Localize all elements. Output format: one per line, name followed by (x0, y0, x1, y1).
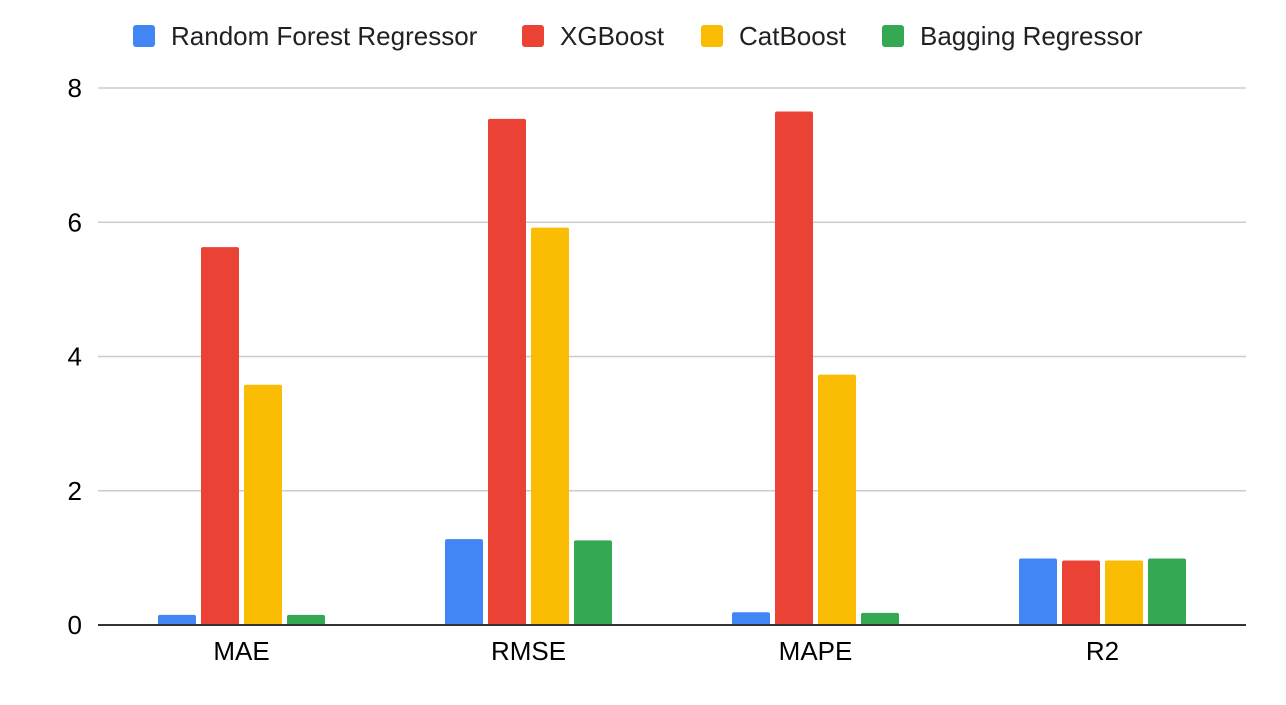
legend-label-xgboost: XGBoost (560, 20, 665, 51)
legend-item-random-forest: Random Forest Regressor (133, 16, 477, 56)
x-axis-ticks: MAE RMSE MAPE R2 (213, 636, 1119, 666)
bar-mae-catboost (244, 384, 282, 625)
legend-swatch-xgboost (522, 25, 544, 47)
legend-swatch-catboost (701, 25, 723, 47)
x-tick-label-mae: MAE (213, 636, 269, 666)
bars (158, 111, 1186, 625)
legend-label-bagging: Bagging Regressor (920, 20, 1143, 51)
y-tick-label-8: 8 (68, 73, 82, 103)
legend-item-catboost: CatBoost (701, 16, 846, 56)
legend-label-random-forest: Random Forest Regressor (171, 20, 478, 51)
bar-rmse-catboost (531, 227, 569, 625)
bar-mape-xgboost (775, 111, 813, 625)
bar-r2-xgboost (1062, 560, 1100, 625)
x-tick-label-r2: R2 (1086, 636, 1119, 666)
y-axis-ticks: 0 2 4 6 8 (68, 73, 82, 640)
bar-r2-random-forest-regressor (1019, 558, 1057, 625)
y-tick-label-6: 6 (68, 207, 82, 237)
bar-mae-xgboost (201, 247, 239, 625)
legend: Random Forest Regressor XGBoost CatBoost… (0, 16, 1286, 56)
bar-rmse-random-forest-regressor (445, 539, 483, 625)
x-tick-label-rmse: RMSE (491, 636, 566, 666)
y-tick-label-4: 4 (68, 342, 82, 372)
bar-mae-bagging-regressor (287, 614, 325, 625)
bar-mape-catboost (818, 374, 856, 625)
legend-swatch-bagging (882, 25, 904, 47)
bar-mape-bagging-regressor (861, 612, 899, 625)
legend-label-catboost: CatBoost (739, 20, 846, 51)
bar-mae-random-forest-regressor (158, 614, 196, 625)
legend-item-bagging: Bagging Regressor (882, 16, 1143, 56)
bar-r2-catboost (1105, 560, 1143, 625)
gridlines (98, 87, 1246, 492)
bar-rmse-bagging-regressor (574, 540, 612, 625)
x-tick-label-mape: MAPE (779, 636, 853, 666)
legend-item-xgboost: XGBoost (522, 16, 664, 56)
y-tick-label-2: 2 (68, 476, 82, 506)
bar-rmse-xgboost (488, 118, 526, 625)
bar-mape-random-forest-regressor (732, 612, 770, 625)
y-tick-label-0: 0 (68, 610, 82, 640)
legend-swatch-random-forest (133, 25, 155, 47)
bar-r2-bagging-regressor (1148, 558, 1186, 625)
